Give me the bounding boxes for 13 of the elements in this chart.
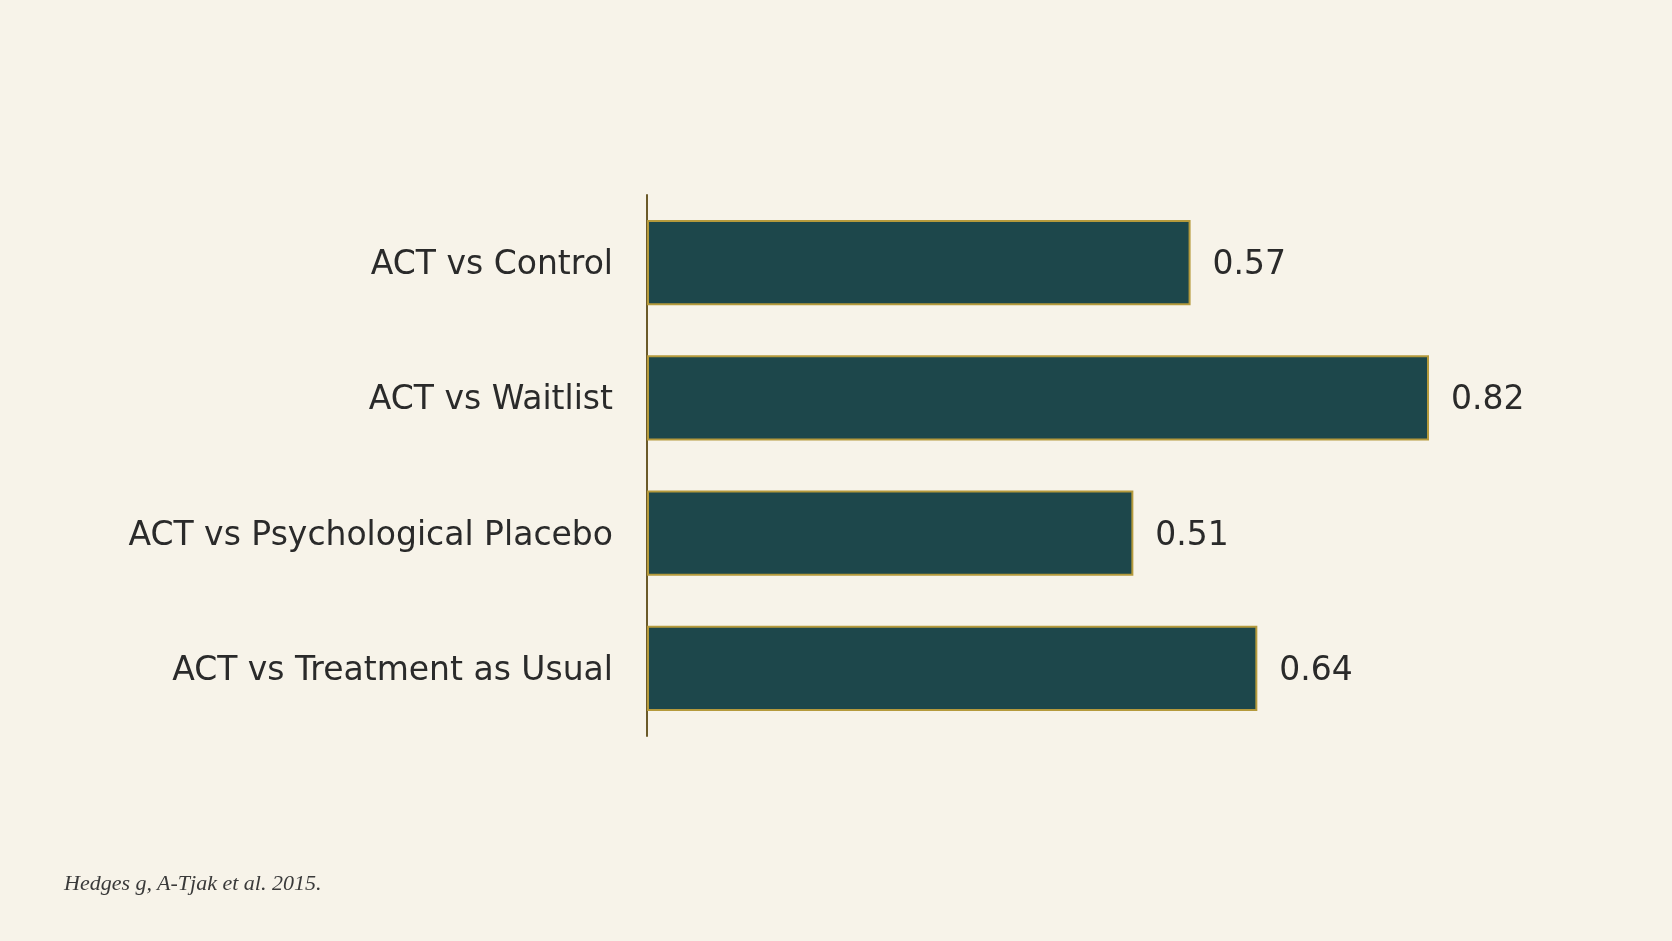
bar [647,625,1258,711]
text: Hedges g, A-Tjak et al. 2015. [63,869,322,895]
bar [647,220,1191,306]
data-label: 0.64 [1279,648,1353,688]
bar [647,355,1429,441]
bar [647,490,1134,576]
y-tick-label: ACT vs Treatment as Usual [172,648,613,688]
y-tick-label: ACT vs Waitlist [368,378,614,418]
y-tick-label: ACT vs Control [370,243,613,283]
data-label: 0.51 [1155,513,1229,553]
y-tick-label: ACT vs Psychological Placebo [128,513,613,553]
data-label: 0.82 [1451,378,1525,418]
data-label: 0.57 [1212,243,1287,283]
